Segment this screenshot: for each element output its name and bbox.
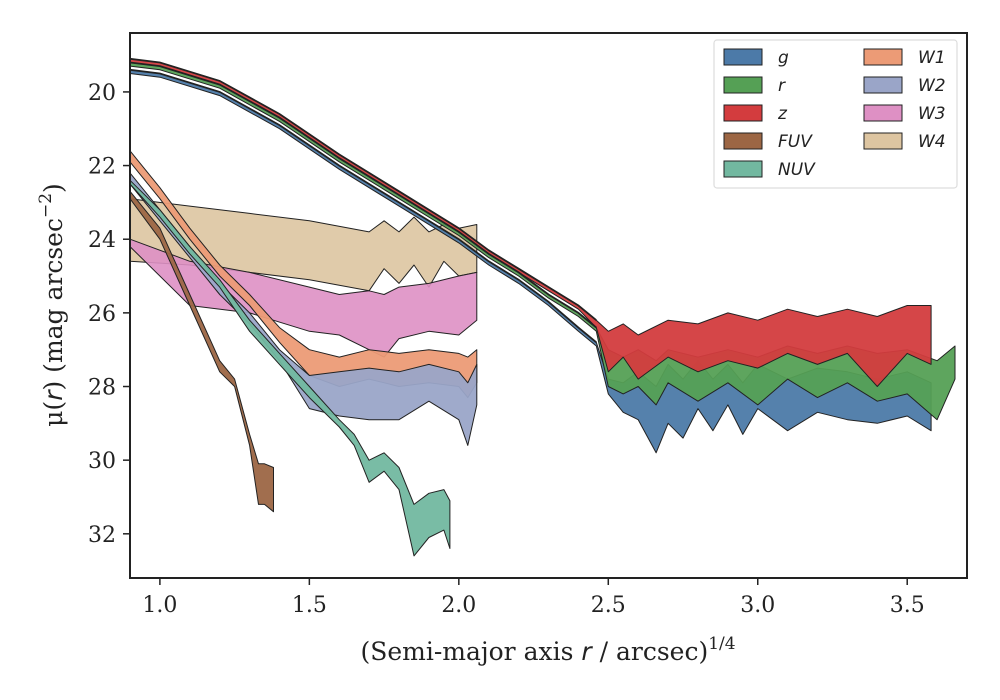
x-tick-label: 2.5 — [591, 593, 626, 618]
y-axis-ticks: 20 22 24 26 28 30 32 — [88, 81, 130, 548]
x-axis-label-sup: 1/4 — [708, 634, 735, 654]
y-axis-label-var: r — [39, 389, 68, 401]
y-tick-label: 28 — [88, 376, 116, 401]
y-axis-label: μ(r) (mag arcsec−2) — [36, 183, 68, 427]
band-area-nuv — [129, 179, 451, 557]
legend-label-w3: W3 — [918, 104, 946, 124]
legend-label-nuv: NUV — [778, 160, 816, 180]
legend-label-w1: W1 — [918, 48, 946, 68]
y-axis-label-close: ) — [39, 183, 68, 193]
y-axis-label-pre: μ( — [39, 401, 68, 427]
x-tick-label: 1.0 — [142, 593, 177, 618]
y-tick-label: 32 — [88, 523, 116, 548]
x-axis-label-text: (Semi-major axis — [360, 637, 573, 666]
legend: grz FUV NUV W1 W2 W3 W4 — [713, 39, 958, 189]
legend-swatch-w1 — [863, 48, 903, 66]
legend-swatch-nuv — [723, 160, 763, 178]
legend-swatch-fuv — [723, 132, 763, 150]
x-tick-label: 3.0 — [740, 593, 775, 618]
legend-swatch-z — [723, 104, 763, 122]
x-tick-label: 2.0 — [441, 593, 476, 618]
legend-swatch-w2 — [863, 76, 903, 94]
y-tick-label: 24 — [88, 228, 116, 253]
legend-label-r: r — [778, 76, 786, 96]
y-tick-label: 22 — [88, 155, 116, 180]
y-tick-label: 30 — [88, 449, 116, 474]
legend-label-fuv: FUV — [778, 132, 813, 152]
profile-line-z — [129, 57, 597, 321]
x-tick-label: 3.5 — [890, 593, 925, 618]
profile-line-g — [129, 68, 597, 343]
legend-swatch-w3 — [863, 104, 903, 122]
legend-swatch-r — [723, 76, 763, 94]
y-axis-label-sup: −2 — [36, 193, 56, 218]
band-area-fuv — [129, 190, 274, 513]
x-axis-label-var: r — [581, 637, 593, 666]
profile-line-r — [129, 61, 597, 329]
legend-swatch-g — [723, 48, 763, 66]
profile-outline-lines — [129, 57, 597, 343]
x-axis-label: (Semi-major axis r / arcsec)1/4 — [360, 634, 735, 666]
legend-label-w2: W2 — [918, 76, 946, 96]
y-tick-label: 20 — [88, 81, 116, 106]
y-axis-label-post: ) (mag arcsec — [39, 218, 68, 391]
legend-label-g: g — [778, 48, 789, 68]
plot-frame — [129, 32, 968, 579]
x-axis-label-tail: / arcsec) — [600, 637, 709, 666]
legend-swatch-w4 — [863, 132, 903, 150]
x-tick-label: 1.5 — [292, 593, 327, 618]
legend-label-w4: W4 — [918, 132, 946, 152]
legend-label-z: z — [777, 104, 788, 124]
y-tick-label: 26 — [88, 302, 116, 327]
x-axis-ticks: 1.0 1.5 2.0 2.5 3.0 3.5 — [142, 578, 925, 618]
